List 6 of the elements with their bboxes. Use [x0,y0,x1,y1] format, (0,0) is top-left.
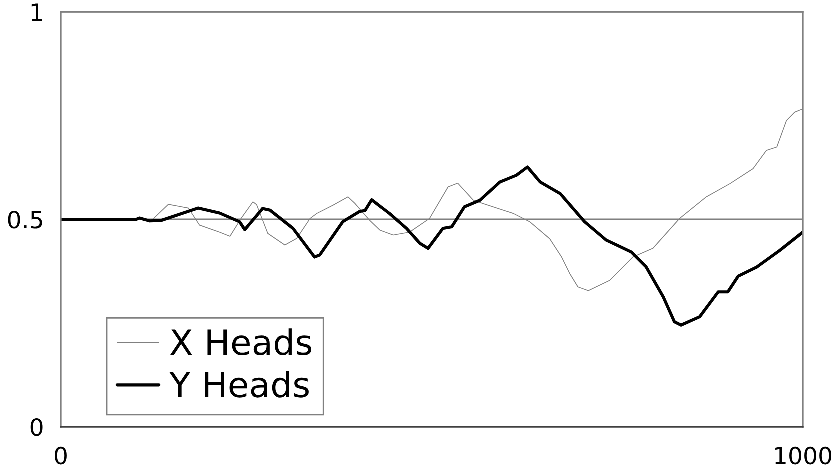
y-tick-label: 1 [32,4,42,21]
x-tick-label: 1000 [776,446,832,465]
y-tick-label: 0 [30,418,43,436]
legend-label: Y Heads [169,370,309,398]
y-tick-label: 0.5 [8,210,42,229]
legend-label: X Heads [170,328,312,356]
